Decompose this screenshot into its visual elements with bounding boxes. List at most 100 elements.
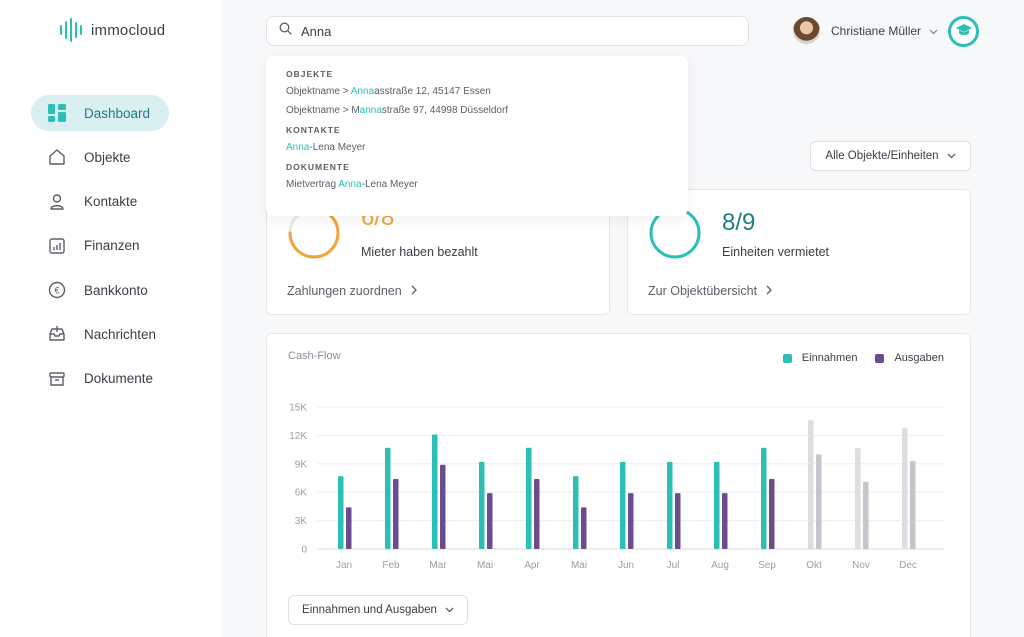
legend-label: Ausgaben xyxy=(894,352,944,364)
sidebar-item-label: Finanzen xyxy=(84,238,140,254)
archive-icon xyxy=(47,369,67,389)
legend-swatch xyxy=(875,353,885,363)
chevron-right-icon xyxy=(766,284,772,298)
sidebar-item-nachrichten[interactable]: Nachrichten xyxy=(31,316,169,352)
bar-einnahmen-jul xyxy=(667,461,673,549)
logo[interactable]: immocloud xyxy=(60,18,165,42)
x-tick-label: Mai xyxy=(477,560,493,571)
chevron-right-icon xyxy=(411,284,417,298)
search-icon xyxy=(279,22,292,40)
chevron-down-icon xyxy=(929,22,938,40)
x-tick-label: Jun xyxy=(618,560,634,571)
chevron-down-icon xyxy=(445,604,454,616)
x-tick-label: Sep xyxy=(758,560,776,571)
sidebar-item-objekte[interactable]: Objekte xyxy=(31,139,169,175)
bar-einnahmen-sep xyxy=(761,447,767,549)
user-menu[interactable]: Christiane Müller xyxy=(793,17,938,44)
result-item[interactable]: Anna-Lena Meyer xyxy=(286,142,366,153)
main-nav: Dashboard Objekte Kontakte Finanzen € Ba… xyxy=(31,95,201,405)
kpi-value: 8/9 xyxy=(722,209,756,236)
x-tick-label: Aug xyxy=(711,560,729,571)
search-results-dropdown: OBJEKTE Objektname > Annaasstraße 12, 45… xyxy=(266,56,688,216)
sidebar-item-bankkonto[interactable]: € Bankkonto xyxy=(31,272,169,308)
house-icon xyxy=(47,147,67,167)
search-input[interactable] xyxy=(301,23,721,39)
results-heading: KONTAKTE xyxy=(286,125,341,135)
x-tick-label: Mar xyxy=(429,560,447,571)
logo-icon xyxy=(60,18,82,42)
sidebar-item-dashboard[interactable]: Dashboard xyxy=(31,95,169,131)
sidebar-item-label: Dokumente xyxy=(84,371,154,387)
legend-swatch xyxy=(782,353,792,363)
bar-ausgaben-dec xyxy=(910,460,916,549)
chart-legend: Einnahmen Ausgaben xyxy=(782,352,944,364)
filter-label: Alle Objekte/Einheiten xyxy=(825,150,939,162)
x-tick-label: Dec xyxy=(899,560,917,571)
graduation-cap-icon xyxy=(955,23,972,41)
bar-einnahmen-jan xyxy=(338,476,344,549)
bar-ausgaben-feb xyxy=(393,478,399,549)
link-label: Zur Objektübersicht xyxy=(648,284,758,298)
sidebar-item-label: Kontakte xyxy=(84,194,138,210)
x-tick-label: Jul xyxy=(667,560,680,571)
bar-ausgaben-nov xyxy=(863,481,869,549)
objektuebersicht-link[interactable]: Zur Objektübersicht xyxy=(648,284,772,298)
x-tick-label: Apr xyxy=(524,560,540,571)
select-label: Einnahmen und Ausgaben xyxy=(302,604,437,616)
y-tick-label: 12K xyxy=(289,431,307,442)
bar-ausgaben-mai xyxy=(581,507,587,549)
bar-einnahmen-nov xyxy=(855,447,861,549)
bar-ausgaben-jan xyxy=(346,507,352,549)
chart-series-select[interactable]: Einnahmen und Ausgaben xyxy=(288,595,468,625)
cashflow-chart-card: 0 3K 6K 9K 12K 15K Jan Feb Mar Mai Apr Mai Jun Jul Aug… xyxy=(266,333,971,637)
sidebar-item-label: Bankkonto xyxy=(84,282,148,298)
euro-icon: € xyxy=(47,280,67,300)
x-tick-label: Nov xyxy=(852,560,870,571)
link-label: Zahlungen zuordnen xyxy=(287,284,402,298)
legend-item-einnahmen[interactable]: Einnahmen xyxy=(782,352,858,364)
sidebar-item-dokumente[interactable]: Dokumente xyxy=(31,361,169,397)
bar-einnahmen-mar xyxy=(432,434,438,549)
legend-label: Einnahmen xyxy=(801,352,858,364)
svg-text:€: € xyxy=(54,286,59,296)
kpi-label: Einheiten vermietet xyxy=(722,245,830,259)
bar-einnahmen-mai xyxy=(573,476,579,549)
y-tick-label: 9K xyxy=(295,459,308,470)
bar-ausgaben-apr xyxy=(534,478,540,549)
academy-button[interactable] xyxy=(948,16,979,47)
sidebar-item-kontakte[interactable]: Kontakte xyxy=(31,184,169,220)
results-heading: OBJEKTE xyxy=(286,69,334,79)
objekte-filter-select[interactable]: Alle Objekte/Einheiten xyxy=(810,141,971,171)
legend-item-ausgaben[interactable]: Ausgaben xyxy=(875,352,944,364)
sidebar-item-finanzen[interactable]: Finanzen xyxy=(31,228,169,264)
sidebar-item-label: Objekte xyxy=(84,149,131,165)
x-tick-label: Jan xyxy=(336,560,352,571)
results-group-objekte: OBJEKTE Objektname > Annaasstraße 12, 45… xyxy=(286,69,668,116)
bar-einnahmen-feb xyxy=(385,447,391,549)
result-item[interactable]: Objektname > Mannastraße 97, 44998 Düsse… xyxy=(286,105,509,116)
result-item[interactable]: Mietvertrag Anna-Lena Meyer xyxy=(286,179,418,190)
sidebar-item-label: Nachrichten xyxy=(84,326,157,342)
avatar xyxy=(793,17,820,44)
results-group-kontakte: KONTAKTE Anna-Lena Meyer xyxy=(286,125,668,153)
bar-ausgaben-sep xyxy=(769,478,775,549)
brand-name: immocloud xyxy=(91,21,166,39)
bar-ausgaben-mar xyxy=(440,464,446,549)
chart-title: Cash-Flow xyxy=(288,350,341,362)
person-icon xyxy=(47,192,67,212)
result-item[interactable]: Objektname > Annaasstraße 12, 45147 Esse… xyxy=(286,86,491,97)
user-name: Christiane Müller xyxy=(831,23,922,38)
inbox-icon xyxy=(47,324,67,344)
bar-einnahmen-aug xyxy=(714,461,720,549)
bar-ausgaben-mai xyxy=(487,493,493,549)
y-tick-label: 0 xyxy=(301,545,307,556)
search-bar[interactable] xyxy=(266,16,749,46)
y-tick-label: 15K xyxy=(289,403,307,414)
bar-einnahmen-jun xyxy=(620,461,626,549)
x-tick-label: Feb xyxy=(382,560,400,571)
bar-einnahmen-dec xyxy=(902,427,908,549)
cashflow-chart: 0 3K 6K 9K 12K 15K Jan Feb Mar Mai Apr Mai Jun Jul Aug… xyxy=(289,403,944,571)
kpi-label: Mieter haben bezahlt xyxy=(361,245,478,259)
sidebar-item-label: Dashboard xyxy=(84,105,151,121)
zahlungen-zuordnen-link[interactable]: Zahlungen zuordnen xyxy=(287,284,417,298)
